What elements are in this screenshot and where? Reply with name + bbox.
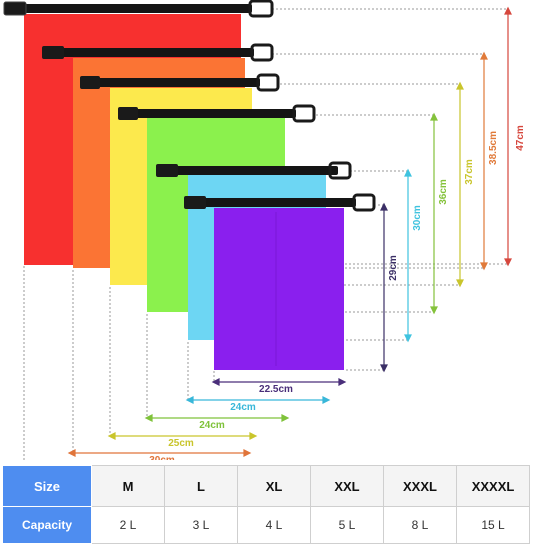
size-cell: XXXXL <box>456 465 530 507</box>
arrow-left-icon <box>144 414 153 422</box>
strap-blue <box>156 161 352 180</box>
height-arrow-37 <box>456 81 464 288</box>
size-cell: XXXL <box>383 465 457 507</box>
width-arrow-25 <box>107 432 258 440</box>
arrow-down-icon <box>380 364 388 373</box>
buckle-icon <box>42 46 64 59</box>
bag-purple <box>214 208 344 370</box>
size-table: Size M L XL XXL XXXL XXXXL Capacity 2 L … <box>2 465 530 544</box>
height-arrow-29 <box>380 202 388 373</box>
arrow-down-icon <box>404 334 412 343</box>
height-label-36: 36cm <box>438 179 449 205</box>
arrow-down-icon <box>480 262 488 271</box>
height-arrow-385 <box>480 51 488 271</box>
buckle-icon <box>352 193 376 212</box>
arrow-up-icon <box>404 168 412 177</box>
buckle-icon <box>292 104 316 123</box>
arrow-up-icon <box>504 6 512 15</box>
strap-orange <box>42 43 274 62</box>
width-label-30: 30cm <box>149 455 175 460</box>
arrow-up-icon <box>480 51 488 60</box>
height-arrow-36 <box>430 112 438 315</box>
arrow-left-icon <box>107 432 116 440</box>
width-arrow-30 <box>67 449 252 457</box>
width-arrow-24-blue <box>185 396 331 404</box>
strap-purple <box>184 193 376 212</box>
capacity-cell: 3 L <box>164 506 238 544</box>
arrow-right-icon <box>281 414 290 422</box>
arrow-down-icon <box>504 258 512 267</box>
arrow-right-icon <box>322 396 331 404</box>
width-label-25: 25cm <box>168 438 194 449</box>
size-cell: M <box>91 465 165 507</box>
size-cell: XXL <box>310 465 384 507</box>
arrow-left-icon <box>67 449 76 457</box>
straps <box>3 0 376 212</box>
height-label-29: 29cm <box>388 255 399 281</box>
arrow-down-icon <box>456 279 464 288</box>
width-arrows <box>67 378 347 457</box>
capacity-cell: 2 L <box>91 506 165 544</box>
height-labels: 47cm 38.5cm 37cm 36cm 30cm 29cm <box>388 125 526 281</box>
size-cell: XL <box>237 465 311 507</box>
arrow-right-icon <box>338 378 347 386</box>
buckle-icon <box>80 76 100 89</box>
arrow-up-icon <box>456 81 464 90</box>
height-label-30: 30cm <box>412 205 423 231</box>
width-label-24-green: 24cm <box>199 420 225 431</box>
capacity-cell: 4 L <box>237 506 311 544</box>
width-labels: 22.5cm 24cm 24cm 25cm 30cm <box>149 384 293 460</box>
height-label-385: 38.5cm <box>488 131 499 165</box>
strap-green <box>118 104 316 123</box>
width-label-24-blue: 24cm <box>230 402 256 413</box>
height-label-37: 37cm <box>464 159 475 185</box>
width-arrow-225 <box>211 378 347 386</box>
buckle-icon <box>118 107 138 120</box>
width-label-225: 22.5cm <box>259 384 293 395</box>
capacity-header: Capacity <box>2 506 92 544</box>
capacity-row: Capacity 2 L 3 L 4 L 5 L 8 L 15 L <box>2 506 530 544</box>
width-arrow-24-green <box>144 414 290 422</box>
arrow-up-icon <box>430 112 438 121</box>
strap-red <box>3 0 274 18</box>
buckle-icon <box>250 43 274 62</box>
strap-yellow <box>80 73 280 92</box>
buckle-icon <box>3 1 27 16</box>
buckle-icon <box>256 73 280 92</box>
arrow-right-icon <box>249 432 258 440</box>
capacity-cell: 8 L <box>383 506 457 544</box>
buckle-icon <box>248 0 274 18</box>
arrow-down-icon <box>430 306 438 315</box>
capacity-cell: 15 L <box>456 506 530 544</box>
height-label-47: 47cm <box>515 125 526 151</box>
buckle-icon <box>184 196 206 209</box>
size-row: Size M L XL XXL XXXL XXXXL <box>2 465 530 507</box>
arrow-left-icon <box>185 396 194 404</box>
height-arrow-47 <box>504 6 512 267</box>
size-header: Size <box>2 465 92 507</box>
arrow-right-icon <box>243 449 252 457</box>
height-arrow-30 <box>404 168 412 343</box>
arrow-up-icon <box>380 202 388 211</box>
bags <box>24 14 344 370</box>
buckle-icon <box>328 161 352 180</box>
capacity-cell: 5 L <box>310 506 384 544</box>
size-cell: L <box>164 465 238 507</box>
bag-size-illustration: 47cm 38.5cm 37cm 36cm 30cm 29cm <box>3 0 526 460</box>
arrow-left-icon <box>211 378 220 386</box>
buckle-icon <box>156 164 178 177</box>
height-arrows <box>380 6 512 373</box>
